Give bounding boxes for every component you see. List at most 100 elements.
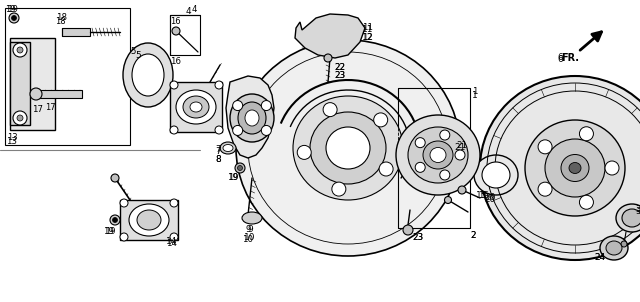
Text: 19: 19 — [6, 5, 17, 14]
Ellipse shape — [220, 142, 236, 154]
Text: 23: 23 — [335, 72, 346, 81]
Text: 18: 18 — [54, 18, 65, 27]
Ellipse shape — [183, 96, 209, 118]
Circle shape — [538, 140, 552, 154]
Polygon shape — [10, 38, 55, 130]
Ellipse shape — [242, 212, 262, 224]
Circle shape — [332, 182, 346, 196]
Ellipse shape — [423, 141, 453, 169]
Polygon shape — [10, 42, 30, 125]
Ellipse shape — [137, 210, 161, 230]
Ellipse shape — [326, 127, 370, 169]
Text: 3: 3 — [635, 207, 640, 217]
Circle shape — [237, 165, 243, 171]
Circle shape — [440, 170, 450, 180]
Text: 22: 22 — [335, 63, 346, 72]
Text: 16: 16 — [170, 18, 180, 27]
Circle shape — [440, 130, 450, 140]
Circle shape — [235, 163, 245, 173]
Circle shape — [17, 47, 23, 53]
Ellipse shape — [600, 236, 628, 260]
Ellipse shape — [310, 112, 386, 184]
Ellipse shape — [474, 155, 518, 195]
Text: 18: 18 — [56, 14, 67, 23]
Circle shape — [261, 101, 271, 111]
Text: 17: 17 — [33, 105, 44, 114]
Ellipse shape — [616, 204, 640, 232]
Circle shape — [170, 199, 178, 207]
Circle shape — [170, 126, 178, 134]
Circle shape — [215, 126, 223, 134]
Ellipse shape — [569, 162, 581, 174]
Text: 19: 19 — [102, 227, 113, 236]
Text: 21: 21 — [456, 142, 467, 150]
Ellipse shape — [132, 54, 164, 96]
Text: 1: 1 — [472, 91, 478, 99]
Ellipse shape — [622, 209, 640, 227]
Circle shape — [233, 101, 243, 111]
Ellipse shape — [480, 76, 640, 260]
Text: 6: 6 — [557, 53, 563, 63]
Circle shape — [113, 217, 118, 223]
Ellipse shape — [190, 102, 202, 112]
Polygon shape — [62, 28, 90, 36]
Circle shape — [458, 186, 466, 194]
Text: 7: 7 — [215, 147, 221, 156]
Text: 12: 12 — [362, 33, 374, 41]
Circle shape — [374, 113, 388, 127]
Ellipse shape — [396, 115, 480, 195]
Ellipse shape — [606, 241, 622, 255]
Polygon shape — [295, 14, 365, 58]
Text: 4: 4 — [185, 8, 191, 17]
Circle shape — [170, 81, 178, 89]
Text: 13: 13 — [6, 137, 17, 146]
Circle shape — [297, 145, 311, 159]
Circle shape — [120, 233, 128, 241]
Ellipse shape — [129, 204, 169, 236]
Ellipse shape — [293, 96, 403, 200]
Circle shape — [30, 88, 42, 100]
Circle shape — [13, 111, 27, 125]
Text: 10: 10 — [244, 233, 256, 243]
Circle shape — [621, 241, 627, 247]
Circle shape — [403, 225, 413, 235]
Text: 19: 19 — [105, 227, 115, 236]
Circle shape — [455, 150, 465, 160]
Text: 4: 4 — [191, 5, 196, 14]
Circle shape — [120, 199, 128, 207]
Ellipse shape — [230, 94, 274, 142]
Ellipse shape — [482, 162, 510, 188]
Text: 15: 15 — [479, 191, 490, 200]
Ellipse shape — [238, 102, 266, 134]
Circle shape — [170, 233, 178, 241]
Circle shape — [215, 81, 223, 89]
Ellipse shape — [430, 147, 446, 162]
Text: 11: 11 — [362, 25, 374, 34]
Text: 6: 6 — [557, 56, 563, 65]
Text: 5: 5 — [135, 52, 141, 60]
Circle shape — [233, 125, 243, 135]
Circle shape — [538, 182, 552, 196]
Circle shape — [12, 15, 17, 21]
Text: 24: 24 — [595, 253, 605, 262]
Circle shape — [415, 162, 425, 172]
Circle shape — [110, 215, 120, 225]
Text: 19: 19 — [228, 174, 238, 182]
Text: 14: 14 — [166, 237, 178, 246]
Text: 19: 19 — [227, 174, 237, 182]
Text: 8: 8 — [215, 156, 221, 165]
Circle shape — [261, 125, 271, 135]
Text: 23: 23 — [334, 72, 346, 81]
Text: 17: 17 — [45, 102, 55, 111]
Text: 9: 9 — [245, 226, 251, 234]
Ellipse shape — [408, 127, 468, 183]
Text: 8: 8 — [215, 156, 221, 165]
Ellipse shape — [561, 155, 589, 182]
Text: 12: 12 — [362, 34, 374, 43]
Ellipse shape — [223, 144, 233, 152]
Text: 3: 3 — [636, 205, 640, 214]
Text: 22: 22 — [334, 63, 346, 72]
Text: FR.: FR. — [561, 53, 579, 63]
Text: 15: 15 — [476, 191, 488, 200]
Circle shape — [9, 13, 19, 23]
